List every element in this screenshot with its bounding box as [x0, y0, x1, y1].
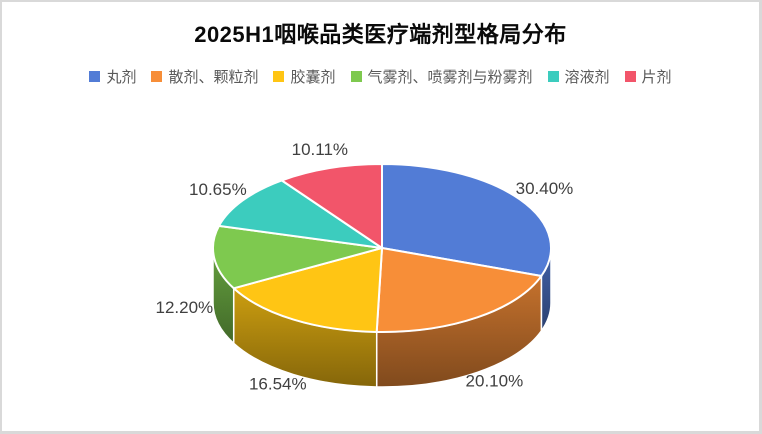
data-label-3: 12.20%: [156, 298, 214, 317]
legend-label: 胶囊剂: [290, 69, 336, 86]
data-label-1: 20.10%: [466, 372, 524, 391]
pie-slice-2: [232, 247, 383, 333]
chart-title: 2025H1咽喉品类医疗端剂型格局分布: [194, 22, 567, 47]
chart-legend: 丸剂 散剂、颗粒剂 胶囊剂 气雾剂、喷雾剂与粉雾剂 溶液剂 片剂: [2, 66, 759, 87]
legend-item-2: 胶囊剂: [273, 66, 336, 87]
legend-label: 散剂、颗粒剂: [168, 69, 259, 86]
legend-label: 气雾剂、喷雾剂与粉雾剂: [367, 69, 533, 86]
data-label-2: 16.54%: [249, 374, 307, 393]
pie-slice-4: [217, 179, 383, 249]
data-label-0: 30.40%: [516, 179, 574, 198]
legend-swatch-icon: [624, 71, 636, 82]
pie-slice-3: [212, 224, 383, 290]
legend-swatch-icon: [273, 71, 285, 82]
data-label-4: 10.65%: [189, 180, 247, 199]
data-label-5: 10.11%: [292, 140, 348, 159]
legend-item-5: 片剂: [624, 66, 672, 87]
legend-label: 溶液剂: [564, 69, 610, 86]
pie-slice-0: [381, 163, 552, 277]
legend-item-1: 散剂、颗粒剂: [151, 66, 258, 87]
pie-slice-5: [280, 163, 383, 249]
legend-item-3: 气雾剂、喷雾剂与粉雾剂: [350, 66, 533, 87]
legend-swatch-icon: [547, 71, 559, 82]
legend-label: 片剂: [641, 69, 672, 86]
legend-item-4: 溶液剂: [547, 66, 610, 87]
legend-swatch-icon: [89, 71, 101, 82]
legend-swatch-icon: [151, 71, 163, 82]
pie-slice-1: [375, 247, 543, 333]
legend-swatch-icon: [350, 71, 362, 82]
legend-item-0: 丸剂: [89, 66, 136, 87]
legend-label: 丸剂: [106, 69, 137, 86]
